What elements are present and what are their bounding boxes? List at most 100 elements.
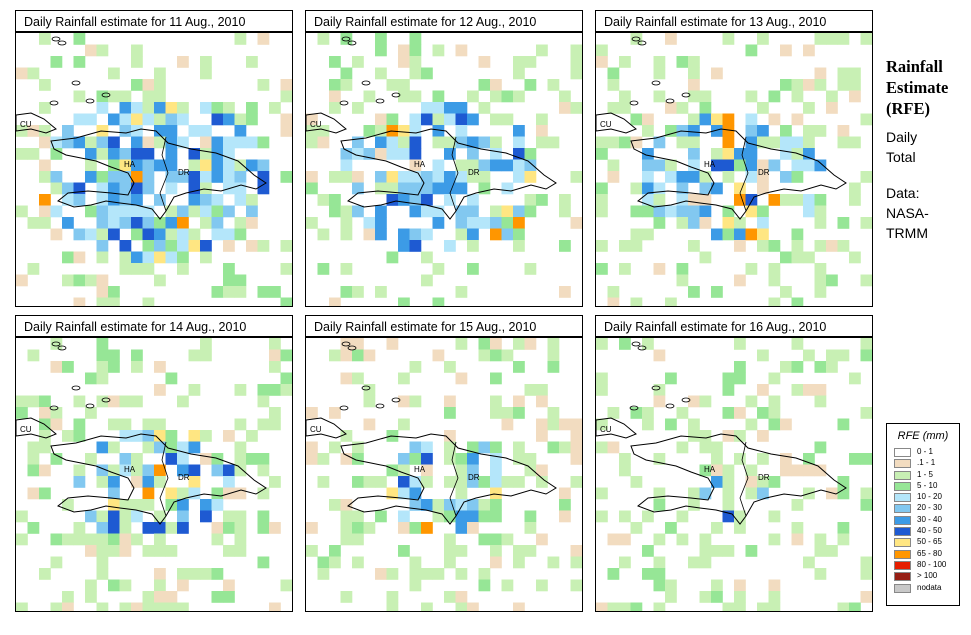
rain-cell: [234, 194, 247, 206]
rain-cell: [27, 148, 40, 160]
rain-cell: [849, 453, 861, 465]
rain-cell: [421, 194, 433, 206]
rain-cell: [409, 441, 422, 454]
rain-cell: [375, 33, 387, 45]
rain-cell: [223, 545, 235, 557]
rain-cell: [375, 476, 387, 488]
rain-cell: [200, 56, 212, 68]
rain-cell: [131, 476, 143, 488]
rain-cell: [108, 205, 120, 218]
rain-cell: [849, 90, 861, 103]
rain-cell: [490, 476, 502, 488]
rain-cell: [27, 67, 40, 80]
rain-cell: [409, 499, 422, 511]
rain-cell: [154, 194, 166, 206]
map-label-cu: CU: [20, 120, 32, 129]
rain-cell: [432, 136, 445, 149]
rain-cell: [188, 182, 201, 195]
island-coast: [57, 345, 67, 351]
rain-cell: [665, 125, 677, 137]
rain-cell: [165, 545, 178, 557]
rain-cell: [96, 510, 109, 523]
rain-cell: [154, 228, 166, 241]
rain-cell: [570, 476, 582, 488]
rain-cell: [188, 349, 201, 362]
rain-cell: [791, 522, 804, 534]
rain-cell: [596, 510, 608, 523]
rain-cell: [665, 205, 677, 218]
rain-cell: [837, 487, 850, 500]
rain-cell: [513, 441, 525, 454]
rain-cell: [16, 510, 28, 523]
rain-cell: [73, 418, 86, 431]
rain-cell: [524, 464, 537, 477]
rain-cell: [257, 522, 270, 534]
rain-cell: [363, 522, 376, 534]
rain-cell: [188, 194, 201, 206]
rain-cell: [490, 453, 502, 465]
rain-cell: [536, 44, 548, 57]
rain-cell: [490, 338, 502, 350]
rain-cell: [722, 372, 735, 385]
rain-cell: [177, 441, 189, 454]
rain-cell: [142, 148, 155, 160]
rain-cell: [142, 182, 155, 195]
rain-cell: [791, 384, 804, 396]
rain-cell: [363, 349, 376, 362]
rain-cell: [211, 568, 224, 580]
rain-cell: [478, 533, 491, 546]
rain-cell: [108, 67, 120, 80]
rain-cell: [306, 125, 318, 137]
rain-cell: [50, 205, 63, 218]
rain-cell: [73, 228, 86, 241]
rain-cell: [16, 67, 28, 80]
rain-cell: [837, 67, 850, 80]
rain-cell: [257, 79, 270, 91]
rain-cell: [329, 102, 341, 114]
rain-cell: [467, 205, 479, 218]
rain-cell: [306, 113, 318, 126]
rain-cell: [119, 430, 132, 442]
rain-cell: [269, 361, 281, 373]
rain-cell: [257, 556, 270, 569]
rain-cell: [223, 286, 235, 298]
rain-cell: [745, 464, 758, 477]
rain-cell: [653, 384, 666, 396]
rain-cell: [630, 476, 643, 488]
rain-cell: [200, 217, 212, 229]
rain-cell: [352, 441, 364, 454]
rain-cell: [642, 510, 654, 523]
rain-cell: [536, 384, 548, 396]
rain-cell: [757, 407, 769, 419]
rain-cell: [154, 579, 166, 592]
rain-cell: [421, 251, 433, 264]
rain-cell: [50, 228, 63, 241]
rain-cell: [200, 171, 212, 183]
rain-cell: [642, 159, 654, 172]
rain-cell: [699, 251, 712, 264]
rain-cell: [398, 171, 410, 183]
rain-cell: [791, 228, 804, 241]
rain-cell: [849, 251, 861, 264]
rain-cell: [734, 228, 746, 241]
rain-cell: [398, 453, 410, 465]
rain-cell: [131, 453, 143, 465]
rain-cell: [860, 113, 872, 126]
rain-cell: [62, 361, 74, 373]
rain-cell: [142, 591, 155, 603]
rain-cell: [524, 56, 537, 68]
legend-title: RFE (mm): [897, 430, 949, 442]
rain-cell: [467, 453, 479, 465]
rain-cell: [340, 372, 353, 385]
rain-cell: [478, 102, 491, 114]
rain-cell: [119, 102, 132, 114]
rain-cell: [653, 487, 666, 500]
rain-cell: [421, 228, 433, 241]
rain-cell: [467, 113, 479, 126]
rain-cell: [722, 602, 735, 611]
rain-cell: [73, 464, 86, 477]
island-coast: [637, 40, 647, 46]
rain-cell: [352, 453, 364, 465]
rain-cell: [154, 384, 166, 396]
rain-cell: [306, 407, 318, 419]
